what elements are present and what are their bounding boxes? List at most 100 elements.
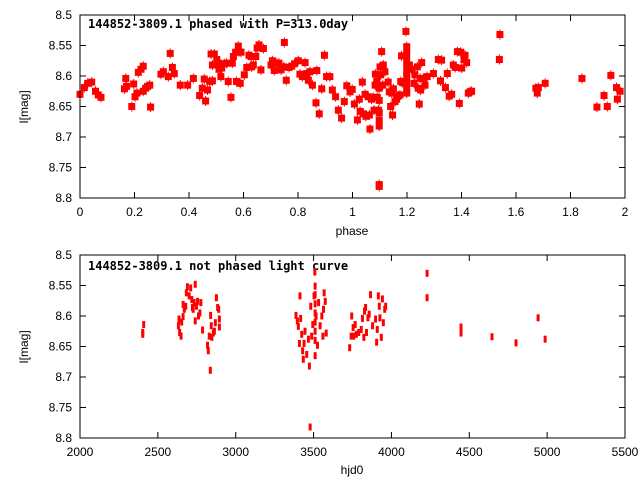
data-point: [249, 61, 257, 69]
data-point: [268, 57, 276, 65]
data-point: [340, 98, 348, 106]
data-point: [410, 79, 418, 87]
x-tick-label: 1.8: [562, 205, 579, 219]
data-point: [463, 59, 471, 67]
data-point: [419, 74, 427, 82]
data-point: [377, 71, 385, 79]
data-point: [257, 66, 265, 74]
data-point: [290, 60, 298, 68]
data-point: [399, 79, 407, 87]
y-tick-label: 8.7: [55, 130, 72, 144]
data-point: [280, 38, 288, 46]
data-point: [381, 68, 389, 76]
data-point: [370, 106, 378, 114]
data-point: [210, 50, 218, 58]
data-point: [387, 103, 395, 110]
data-point: [223, 59, 231, 67]
data-point: [429, 70, 437, 78]
data-point: [613, 84, 621, 92]
data-point: [415, 100, 423, 108]
y-tick-label: 8.55: [49, 279, 73, 293]
data-point: [308, 81, 316, 89]
unphased-plot-xlabel: hjd0: [341, 463, 364, 477]
data-point: [234, 42, 242, 50]
data-point: [294, 57, 302, 65]
data-point: [208, 77, 216, 85]
y-tick-label: 8.7: [55, 370, 72, 384]
data-point: [603, 103, 611, 110]
data-point: [353, 116, 361, 124]
data-point: [88, 78, 96, 86]
data-point: [593, 103, 601, 111]
data-point: [402, 27, 410, 35]
data-point: [578, 74, 586, 82]
data-point: [358, 78, 366, 86]
data-point: [371, 81, 379, 89]
y-tick-label: 8.6: [55, 309, 72, 323]
data-point: [259, 45, 267, 53]
x-tick-label: 1: [349, 205, 356, 219]
data-point: [204, 86, 212, 94]
x-tick-label: 0.8: [290, 205, 307, 219]
data-point: [247, 52, 255, 60]
data-point: [373, 77, 381, 85]
data-point: [378, 48, 386, 56]
data-point: [189, 74, 197, 82]
x-tick-label: 0.2: [126, 205, 143, 219]
data-point: [320, 51, 328, 59]
data-point: [166, 49, 174, 57]
data-point: [607, 71, 615, 79]
y-tick-label: 8.65: [49, 100, 73, 114]
data-points: [141, 268, 547, 431]
x-tick-label: 0.4: [181, 205, 198, 219]
data-point: [240, 71, 248, 79]
data-point: [441, 84, 449, 92]
data-point: [403, 73, 411, 81]
unphased-plot-ylabel: I[mag]: [17, 330, 31, 363]
data-point: [423, 73, 431, 81]
data-point: [343, 82, 351, 90]
data-point: [301, 59, 309, 67]
data-point: [184, 81, 192, 89]
y-tick-label: 8.8: [55, 191, 72, 205]
data-point: [403, 43, 411, 51]
data-point: [375, 84, 383, 92]
x-tick-label: 1.6: [508, 205, 525, 219]
y-tick-label: 8.5: [55, 8, 72, 22]
y-tick-label: 8.6: [55, 69, 72, 83]
data-point: [326, 73, 334, 81]
data-point: [443, 70, 451, 78]
data-point: [403, 49, 411, 57]
data-point: [417, 86, 425, 94]
x-tick-label: 2000: [67, 445, 94, 459]
data-point: [408, 65, 416, 73]
data-point: [168, 63, 176, 71]
data-point: [398, 52, 406, 60]
data-point: [128, 103, 136, 110]
y-tick-label: 8.65: [49, 340, 73, 354]
unphased-plot-title: 144852-3809.1 not phased light curve: [88, 259, 348, 273]
data-point: [495, 56, 503, 64]
data-point: [133, 89, 141, 97]
data-point: [389, 85, 397, 93]
data-point: [315, 110, 323, 118]
x-tick-label: 0.6: [235, 205, 252, 219]
data-point: [457, 48, 465, 56]
data-point: [224, 77, 232, 85]
data-point: [123, 82, 131, 90]
x-tick-label: 3500: [300, 445, 327, 459]
data-point: [448, 90, 456, 98]
data-point: [306, 68, 314, 76]
data-point: [298, 73, 306, 81]
x-tick-label: 2500: [145, 445, 172, 459]
data-point: [413, 63, 421, 71]
data-point: [362, 112, 370, 120]
data-point: [280, 63, 288, 71]
data-point: [403, 56, 411, 64]
data-point: [379, 81, 387, 89]
data-point: [533, 89, 541, 97]
data-point: [396, 91, 404, 99]
data-point: [421, 81, 429, 89]
